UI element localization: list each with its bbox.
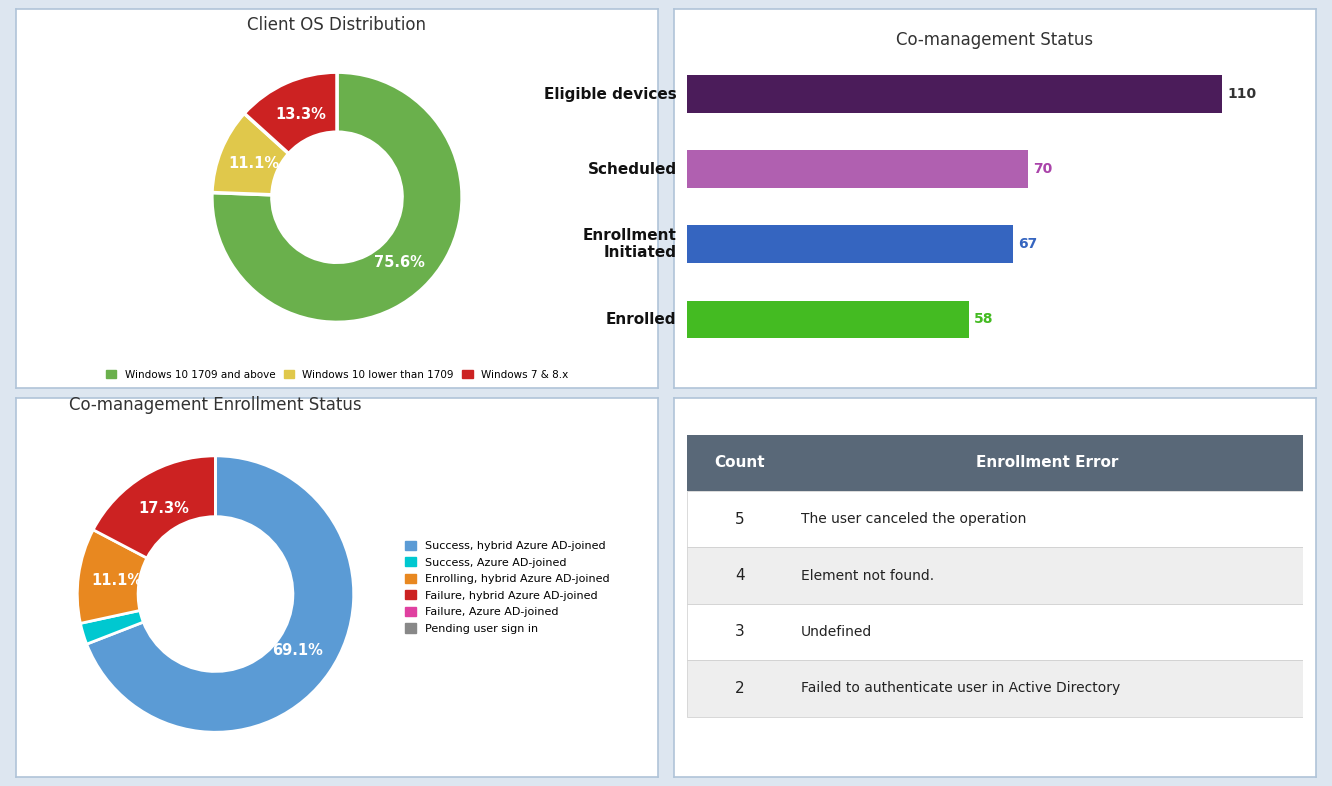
Text: 11.1%: 11.1% xyxy=(228,156,280,171)
Text: Undefined: Undefined xyxy=(801,625,872,639)
Text: Scheduled: Scheduled xyxy=(587,162,677,177)
Bar xyxy=(687,300,970,338)
Legend: Success, hybrid Azure AD-joined, Success, Azure AD-joined, Enrolling, hybrid Azu: Success, hybrid Azure AD-joined, Success… xyxy=(401,536,614,638)
Wedge shape xyxy=(212,113,289,195)
Title: Co-management Enrollment Status: Co-management Enrollment Status xyxy=(69,396,362,414)
Legend: Windows 10 1709 and above, Windows 10 lower than 1709, Windows 7 & 8.x: Windows 10 1709 and above, Windows 10 lo… xyxy=(101,365,573,384)
Text: The user canceled the operation: The user canceled the operation xyxy=(801,512,1027,526)
Text: 5: 5 xyxy=(735,512,745,527)
Wedge shape xyxy=(77,530,147,623)
Wedge shape xyxy=(212,72,462,322)
Text: 11.1%: 11.1% xyxy=(92,573,143,588)
Text: Enrollment Error: Enrollment Error xyxy=(976,455,1119,470)
Text: 17.3%: 17.3% xyxy=(139,501,189,516)
Text: Element not found.: Element not found. xyxy=(801,568,934,582)
Text: 3: 3 xyxy=(735,624,745,640)
Title: Co-management Status: Co-management Status xyxy=(896,31,1094,50)
Title: Client OS Distribution: Client OS Distribution xyxy=(248,16,426,34)
Text: 2: 2 xyxy=(735,681,745,696)
Bar xyxy=(687,75,1223,113)
Text: 13.3%: 13.3% xyxy=(274,108,326,123)
Text: Enrolled: Enrolled xyxy=(606,312,677,327)
Text: Enrollment
Initiated: Enrollment Initiated xyxy=(582,228,677,260)
Text: 67: 67 xyxy=(1018,237,1038,252)
Bar xyxy=(687,150,1028,188)
Wedge shape xyxy=(80,611,144,644)
FancyBboxPatch shape xyxy=(687,435,1303,491)
Text: 70: 70 xyxy=(1032,162,1052,176)
FancyBboxPatch shape xyxy=(687,660,1303,717)
Text: Count: Count xyxy=(714,455,765,470)
Text: 75.6%: 75.6% xyxy=(374,255,425,270)
Wedge shape xyxy=(244,72,337,153)
Text: Failed to authenticate user in Active Directory: Failed to authenticate user in Active Di… xyxy=(801,681,1120,696)
Text: Eligible devices: Eligible devices xyxy=(543,86,677,101)
FancyBboxPatch shape xyxy=(687,547,1303,604)
Wedge shape xyxy=(87,456,354,733)
Wedge shape xyxy=(93,456,216,558)
FancyBboxPatch shape xyxy=(687,491,1303,547)
Bar xyxy=(687,226,1014,263)
FancyBboxPatch shape xyxy=(687,604,1303,660)
Text: 4: 4 xyxy=(735,568,745,583)
Text: 110: 110 xyxy=(1227,87,1256,101)
Text: 69.1%: 69.1% xyxy=(272,643,324,658)
Text: 58: 58 xyxy=(974,312,994,326)
